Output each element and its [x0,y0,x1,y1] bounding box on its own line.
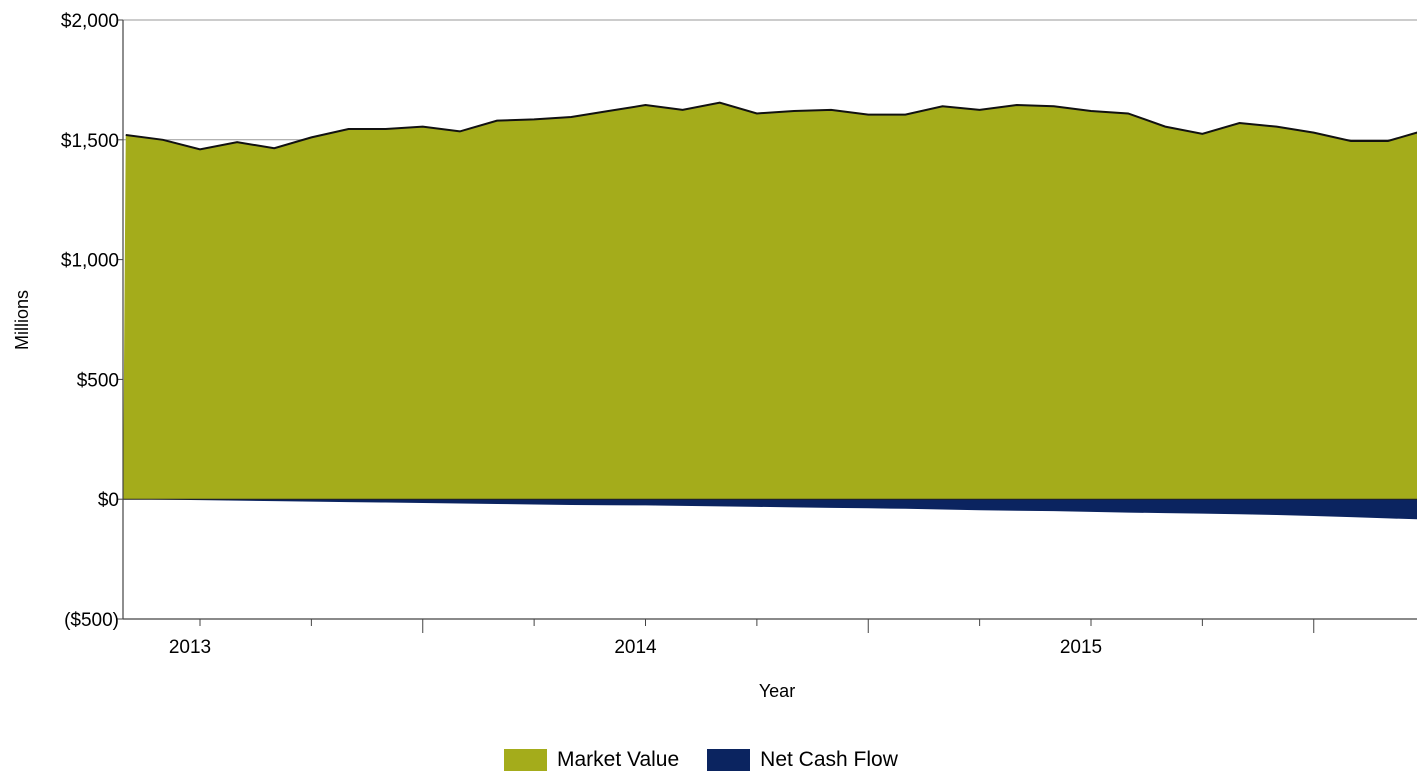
y-tick-label: ($500) [64,610,119,631]
y-tick-label: $0 [98,490,119,511]
y-tick-label: $2,000 [61,11,119,32]
legend-swatch-market-value [504,749,547,771]
legend-item-net-cash-flow: Net Cash Flow [707,748,898,772]
legend-item-market-value: Market Value [504,748,679,772]
x-tick-label: 2015 [1060,637,1102,658]
y-tick-label: $1,500 [61,131,119,152]
legend-swatch-net-cash-flow [707,749,751,771]
series-area-market-value [123,102,1417,500]
x-axis-title: Year [759,681,795,701]
legend-label-market-value: Market Value [557,748,680,771]
x-tick-label: 2014 [614,637,657,658]
legend-label-net-cash-flow: Net Cash Flow [760,748,898,771]
chart: $2,000 $1,500 $1,000 $500 $0 ($500) 2013 2014 20… [12,11,1417,701]
axes [117,19,1417,633]
series-line-market-value [125,101,1417,151]
y-axis-title: Millions [12,290,32,350]
legend-items: Market Value Net Cash Flow [504,748,926,772]
y-tick-label: $500 [77,370,119,391]
axis-labels: $2,000 $1,500 $1,000 $500 $0 ($500) 2013 2014 20… [12,11,1102,701]
x-tick-label: 2013 [169,637,211,658]
legend: Market Value Net Cash Flow [0,748,1417,778]
y-tick-label: $1,000 [61,251,119,272]
series-area-net-cash-flow [123,499,1417,521]
plot-area [123,101,1417,521]
